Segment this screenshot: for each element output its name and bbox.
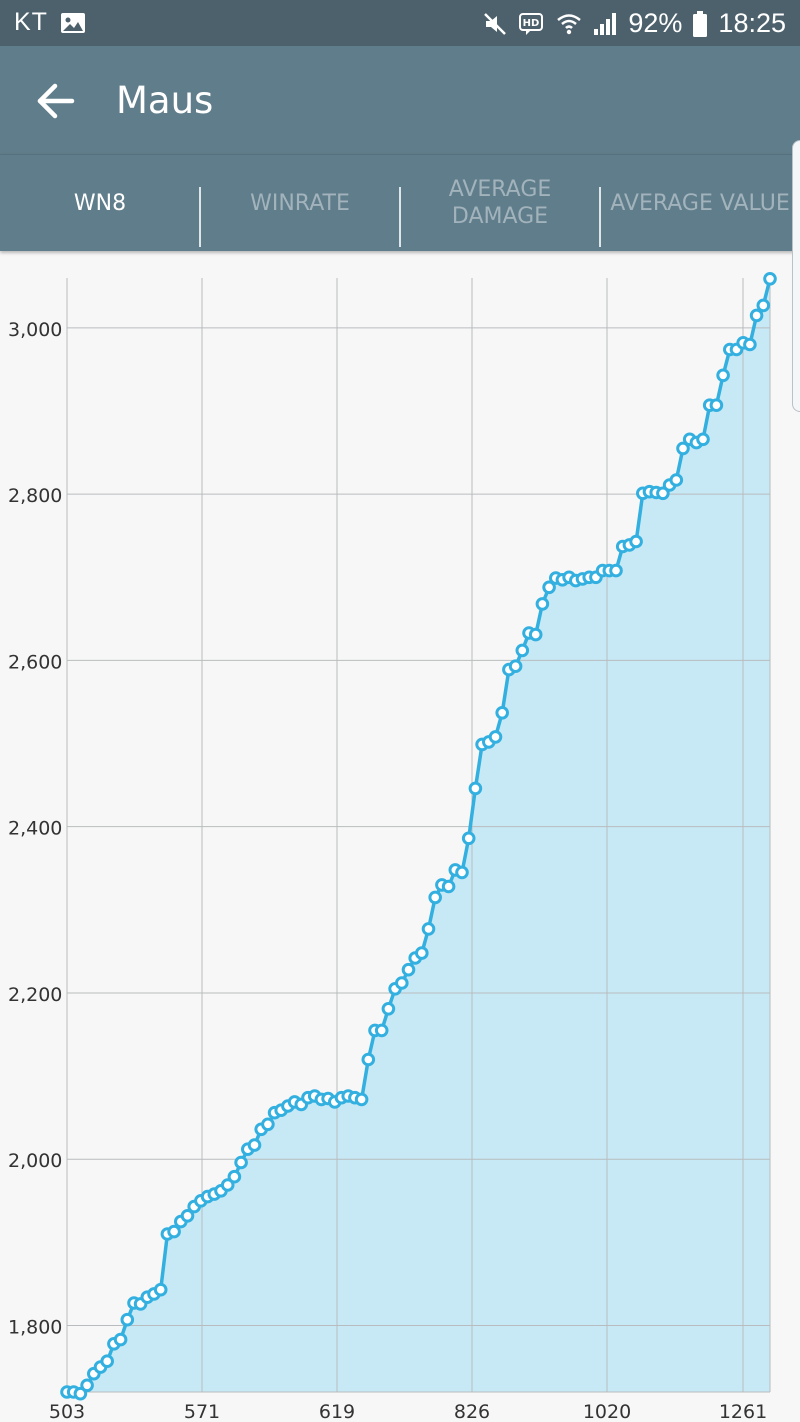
y-tick-label: 2,800 — [8, 485, 62, 507]
tab-winrate[interactable]: WINRATE — [250, 190, 350, 216]
x-tick-label: 503 — [49, 1401, 85, 1422]
data-point — [234, 1155, 248, 1170]
page-title: Maus — [116, 79, 214, 122]
data-point — [468, 781, 483, 796]
x-tick-label: 1261 — [719, 1401, 767, 1422]
data-point — [73, 1386, 88, 1401]
data-point — [749, 308, 764, 323]
data-point — [421, 922, 436, 936]
data-point — [261, 1117, 275, 1132]
area-fill — [67, 278, 770, 1394]
data-point — [743, 337, 757, 352]
data-point — [535, 597, 550, 611]
carrier-label: KT — [14, 8, 48, 36]
x-tick-label: 571 — [184, 1401, 220, 1422]
data-point — [381, 1002, 396, 1016]
data-point — [180, 1209, 195, 1223]
data-point — [461, 831, 476, 846]
chart-area: 1,800 2,000 2,200 2,400 2,600 2,800 3,000 503 57… — [0, 250, 800, 1422]
data-point — [361, 1052, 376, 1067]
signal-icon — [592, 11, 618, 37]
data-point — [515, 643, 530, 658]
data-point — [656, 486, 670, 501]
hd-icon: HD — [518, 11, 546, 37]
y-tick-label: 2,400 — [8, 818, 62, 840]
data-point — [354, 1092, 369, 1107]
arrow-left-icon — [30, 83, 80, 130]
data-point — [542, 580, 556, 595]
data-point — [763, 272, 777, 286]
svg-text:HD: HD — [523, 18, 540, 29]
data-point — [374, 1023, 389, 1038]
data-point — [508, 659, 523, 674]
battery-percent: 92% — [628, 8, 683, 38]
y-tick-label: 2,200 — [8, 984, 62, 1006]
data-point — [709, 398, 724, 412]
tab-divider — [199, 187, 201, 247]
y-tick-label: 3,000 — [8, 319, 62, 341]
data-point — [247, 1138, 262, 1152]
data-point — [676, 441, 690, 456]
data-point — [756, 298, 771, 313]
data-point — [696, 432, 710, 447]
tab-divider — [399, 187, 401, 247]
status-bar: KT HD — [0, 0, 800, 46]
tab-bar: WN8 WINRATE AVERAGE DAMAGE AVERAGE VALUE — [0, 154, 800, 251]
data-point — [488, 730, 503, 744]
y-tick-label: 1,800 — [8, 1316, 62, 1338]
data-point — [609, 563, 623, 578]
data-point — [716, 368, 730, 383]
data-point — [227, 1169, 242, 1184]
tab-wn8[interactable]: WN8 — [73, 190, 127, 216]
muted-icon — [482, 11, 508, 37]
tab-average-value[interactable]: AVERAGE VALUE — [610, 190, 790, 216]
data-point — [153, 1282, 168, 1297]
data-point — [669, 473, 684, 487]
app-bar: Maus — [0, 46, 800, 154]
data-point — [167, 1224, 181, 1239]
data-point — [395, 976, 409, 990]
data-point — [428, 890, 443, 905]
data-point — [113, 1332, 128, 1347]
wn8-chart: 1,800 2,000 2,200 2,400 2,600 2,800 3,000 503 57… — [8, 272, 777, 1422]
tab-average-damage[interactable]: AVERAGE DAMAGE — [448, 177, 552, 229]
data-point — [495, 706, 510, 720]
y-tick-label: 2,000 — [8, 1150, 62, 1172]
data-point — [415, 946, 429, 960]
wifi-icon — [556, 11, 582, 37]
y-tick-label: 2,600 — [8, 651, 62, 673]
data-point — [401, 962, 416, 977]
battery-icon — [692, 10, 708, 38]
data-point — [528, 627, 543, 642]
x-tick-label: 826 — [454, 1401, 490, 1422]
data-point — [629, 534, 643, 549]
data-point — [80, 1378, 94, 1393]
x-tick-label: 1020 — [583, 1401, 631, 1422]
tab-divider — [599, 187, 601, 247]
clock: 18:25 — [718, 8, 786, 38]
data-point — [100, 1354, 114, 1368]
back-button[interactable] — [30, 76, 80, 126]
data-point — [455, 865, 469, 880]
data-point — [120, 1312, 135, 1327]
image-icon — [60, 11, 86, 35]
data-point — [220, 1178, 235, 1192]
data-point — [441, 879, 456, 894]
x-tick-label: 619 — [319, 1401, 355, 1422]
